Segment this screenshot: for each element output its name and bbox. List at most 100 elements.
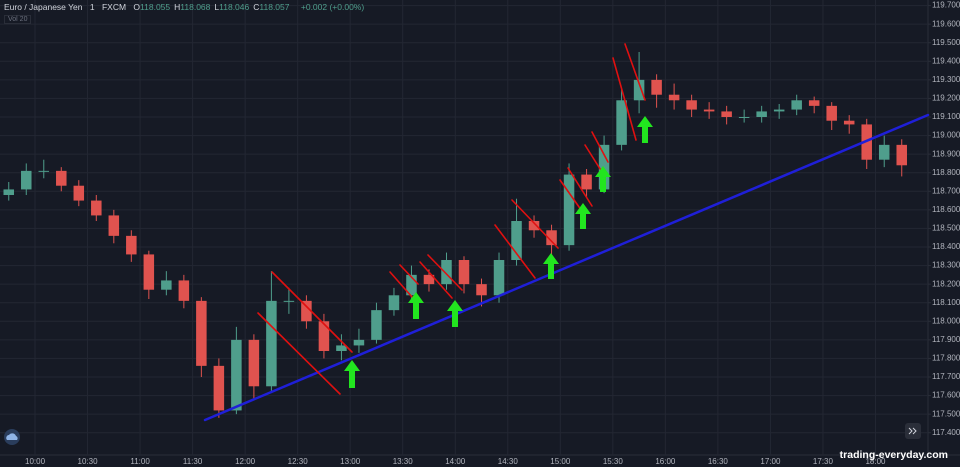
y-tick-label: 118.500 xyxy=(932,224,960,233)
scroll-button[interactable] xyxy=(905,423,921,439)
volume-label[interactable]: Vol 20 xyxy=(4,15,32,24)
up-arrow xyxy=(447,300,463,327)
candle-body xyxy=(353,339,365,346)
quote-label: C xyxy=(253,2,260,12)
candle-body xyxy=(231,339,242,411)
y-tick-label: 117.700 xyxy=(932,372,960,381)
candle-body xyxy=(773,109,785,112)
candle-body xyxy=(686,100,697,110)
y-tick-label: 119.400 xyxy=(932,56,960,65)
candle-body xyxy=(91,200,102,216)
y-tick-label: 118.200 xyxy=(932,279,960,288)
grid xyxy=(0,0,928,455)
y-tick-label: 119.600 xyxy=(932,19,960,28)
candle-body xyxy=(808,100,820,106)
quote-value: 118.055 xyxy=(140,2,171,12)
x-tick-label: 13:30 xyxy=(393,457,414,466)
x-tick-label: 11:00 xyxy=(130,457,150,466)
interval: 1 xyxy=(89,2,95,12)
candle-body xyxy=(791,100,802,110)
candle-body xyxy=(301,300,312,322)
x-tick-label: 16:30 xyxy=(708,457,729,466)
y-tick-label: 118.900 xyxy=(932,149,960,158)
candle-body xyxy=(423,274,435,285)
x-tick-label: 10:00 xyxy=(25,457,46,466)
candle-body xyxy=(73,185,85,201)
channel-line xyxy=(257,312,341,395)
y-tick-label: 119.700 xyxy=(932,1,960,10)
candle-body xyxy=(56,170,67,186)
candle-body xyxy=(3,189,15,195)
channel-line xyxy=(624,43,646,101)
x-tick-label: 17:30 xyxy=(813,457,834,466)
candle-body xyxy=(143,254,155,290)
up-arrow xyxy=(637,116,653,143)
channel-line xyxy=(419,261,453,299)
y-tick-label: 117.500 xyxy=(932,409,960,418)
candle-body xyxy=(126,235,137,255)
quote-label: L xyxy=(214,2,220,12)
x-tick-label: 13:00 xyxy=(340,457,361,466)
x-tick-label: 15:00 xyxy=(550,457,571,466)
trend-line xyxy=(203,113,930,422)
candle-body xyxy=(651,79,662,95)
x-tick-label: 12:00 xyxy=(235,457,256,466)
quote-label: H xyxy=(174,2,181,12)
candle-body xyxy=(721,111,732,117)
candle-body xyxy=(266,300,277,387)
candle-body xyxy=(511,221,522,260)
quote-label: O xyxy=(133,2,141,12)
up-arrow xyxy=(595,166,611,192)
channel-line xyxy=(591,131,609,163)
candle-body xyxy=(248,339,260,387)
y-tick-label: 119.200 xyxy=(932,94,960,103)
channel-line xyxy=(389,271,413,298)
channel-line xyxy=(427,254,463,291)
cloud-icon[interactable] xyxy=(4,429,20,445)
change: +0.002 (+0.00%) xyxy=(300,2,365,12)
channel-line xyxy=(584,144,603,173)
channel-line xyxy=(567,167,593,207)
candle-body xyxy=(616,100,627,145)
candle-body xyxy=(493,260,505,296)
candle-body xyxy=(336,345,347,351)
candle-body xyxy=(38,170,50,172)
candle-body xyxy=(633,79,645,101)
candle-body xyxy=(476,284,487,296)
arrows xyxy=(344,116,653,388)
candle-body xyxy=(546,230,557,246)
y-tick-label: 118.300 xyxy=(932,261,960,270)
candle-body xyxy=(843,120,855,125)
candle-body xyxy=(108,215,120,236)
quotes: O118.055 H118.068 L118.046 C118.057 xyxy=(133,2,293,12)
watermark: trading-everyday.com xyxy=(839,449,948,461)
candle-body xyxy=(388,295,400,311)
candle-body xyxy=(213,365,225,411)
y-tick-label: 118.000 xyxy=(932,316,960,325)
y-tick-label: 118.100 xyxy=(932,298,960,307)
y-tick-label: 119.100 xyxy=(932,112,960,121)
y-tick-label: 119.000 xyxy=(932,131,960,140)
candle-body xyxy=(668,94,680,101)
candle-body xyxy=(878,144,890,160)
channel-line xyxy=(511,199,559,249)
x-tick-label: 18:00 xyxy=(865,457,886,466)
x-tick-label: 15:30 xyxy=(603,457,624,466)
symbol: Euro / Japanese Yen xyxy=(4,2,83,12)
x-tick-label: 17:00 xyxy=(760,457,781,466)
candle-body xyxy=(703,109,715,112)
x-tick-label: 10:30 xyxy=(78,457,99,466)
up-arrow xyxy=(575,203,591,229)
y-tick-label: 117.400 xyxy=(932,428,960,437)
candle-body xyxy=(318,321,330,351)
candle-body xyxy=(756,111,767,117)
y-tick-label: 119.500 xyxy=(932,38,960,47)
channel-line xyxy=(612,57,637,141)
up-arrow xyxy=(543,253,559,279)
candle-body xyxy=(441,260,452,285)
y-tick-label: 118.400 xyxy=(932,242,960,251)
candle-body xyxy=(21,170,32,190)
up-arrow xyxy=(408,292,424,319)
candle-body xyxy=(598,144,610,190)
